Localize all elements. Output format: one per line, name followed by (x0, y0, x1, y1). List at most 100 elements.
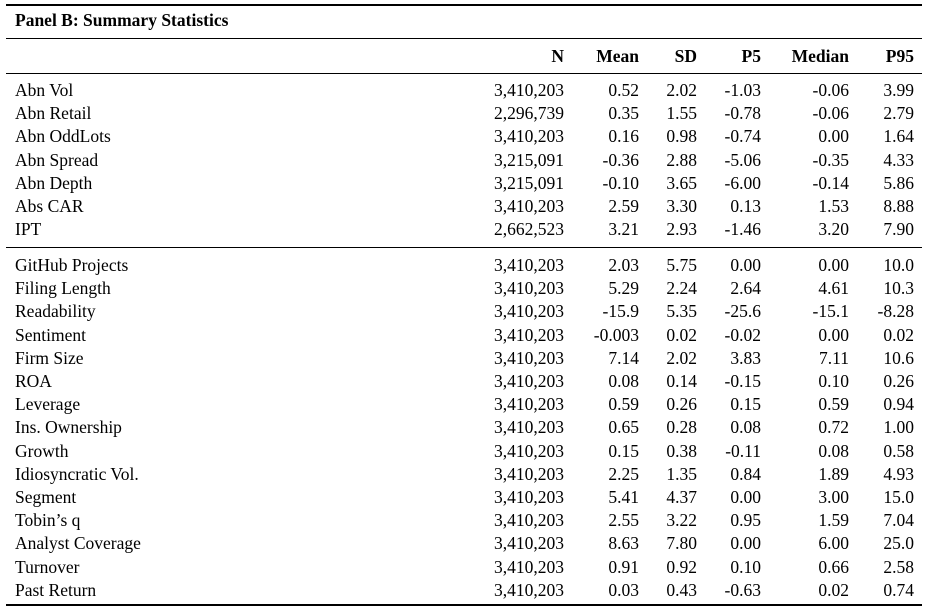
table-row: Abn Vol 3,410,203 0.52 2.02 -1.03 -0.06 3.99 (0, 79, 929, 102)
cell-p95: 7.04 (883, 510, 914, 531)
cell-p95: 0.94 (883, 394, 914, 415)
cell-mean: 0.08 (608, 371, 639, 391)
group-separator-rule (6, 247, 922, 248)
cell-p5: 0.13 (730, 196, 761, 216)
cell-p5: -0.11 (725, 440, 761, 461)
table-row: Ins. Ownership 3,410,203 0.65 0.28 0.08 0.72 1… (0, 416, 929, 439)
cell-sd: 0.38 (666, 440, 697, 461)
table-row: GitHub Projects 3,410,203 2.03 5.75 0.00 0.00… (0, 254, 929, 277)
cell-p95: 10.0 (883, 255, 914, 275)
cell-n: 3,410,203 (494, 324, 564, 345)
cell-mean: 2.25 (608, 463, 639, 484)
table-row: Past Return 3,410,203 0.03 0.43 -0.63 0.02 0.7… (0, 579, 929, 602)
row-label: Filing Length (15, 278, 111, 299)
cell-median: -0.35 (812, 149, 849, 170)
table-row: Abn Retail 2,296,739 0.35 1.55 -0.78 -0.06 2.7… (0, 102, 929, 125)
cell-median: 4.61 (818, 278, 849, 299)
cell-mean: 5.29 (608, 278, 639, 299)
table-row: Abn Spread 3,215,091 -0.36 2.88 -5.06 -0.35 4.… (0, 149, 929, 172)
row-label: Abn Retail (15, 103, 92, 124)
cell-median: -15.1 (812, 301, 849, 322)
cell-sd: 3.22 (666, 510, 697, 531)
cell-n: 3,410,203 (494, 80, 564, 100)
cell-median: 0.02 (818, 579, 849, 600)
row-label: ROA (15, 371, 52, 391)
cell-mean: 0.03 (608, 579, 639, 600)
cell-mean: 0.35 (608, 103, 639, 124)
cell-p95: 4.93 (883, 463, 914, 484)
cell-median: 0.00 (818, 126, 849, 147)
cell-sd: 0.28 (666, 417, 697, 438)
cell-sd: 0.92 (666, 556, 697, 577)
cell-p95: 4.33 (883, 149, 914, 170)
cell-p5: -6.00 (724, 172, 761, 193)
table-row: Leverage 3,410,203 0.59 0.26 0.15 0.59 0.94 (0, 393, 929, 416)
row-label: Turnover (15, 556, 80, 577)
cell-median: 3.00 (818, 487, 849, 507)
header-p95: P95 (885, 46, 914, 66)
cell-mean: 0.15 (608, 440, 639, 461)
cell-median: 0.00 (818, 324, 849, 345)
table-row: Abn Depth 3,215,091 -0.10 3.65 -6.00 -0.14 5.8… (0, 172, 929, 195)
cell-n: 3,410,203 (494, 255, 564, 275)
cell-mean: 7.14 (608, 347, 639, 368)
row-label: Firm Size (15, 347, 84, 368)
table-row: Readability 3,410,203 -15.9 5.35 -25.6 -15.1 -… (0, 300, 929, 323)
row-label: Tobin’s q (15, 510, 81, 531)
cell-p95: 0.02 (883, 324, 914, 345)
cell-p5: 0.00 (730, 533, 761, 554)
cell-median: 1.89 (818, 463, 849, 484)
row-label: Ins. Ownership (15, 417, 122, 438)
row-label: Segment (15, 487, 77, 507)
row-label: IPT (15, 219, 42, 240)
cell-p5: -0.63 (724, 579, 761, 600)
cell-median: 3.20 (818, 219, 849, 240)
cell-mean: 0.52 (608, 80, 639, 100)
cell-sd: 2.02 (666, 80, 697, 100)
row-label: Abn Vol (15, 80, 74, 100)
table-row: Abn OddLots 3,410,203 0.16 0.98 -0.74 0.00 1.6… (0, 125, 929, 148)
cell-p95: 8.88 (883, 196, 914, 216)
cell-n: 3,410,203 (494, 440, 564, 461)
cell-p95: 1.00 (883, 417, 914, 438)
cell-n: 2,662,523 (494, 219, 564, 240)
cell-p5: 0.84 (730, 463, 761, 484)
cell-mean: 5.41 (608, 487, 639, 507)
cell-median: 0.10 (818, 371, 849, 391)
cell-mean: 0.59 (608, 394, 639, 415)
table-row: Filing Length 3,410,203 5.29 2.24 2.64 4.61 10… (0, 277, 929, 300)
table-row: Tobin’s q 3,410,203 2.55 3.22 0.95 1.59 7.04 (0, 509, 929, 532)
cell-p5: 0.95 (730, 510, 761, 531)
cell-median: -0.06 (812, 103, 849, 124)
cell-sd: 5.75 (666, 255, 697, 275)
cell-median: 0.66 (818, 556, 849, 577)
cell-sd: 0.43 (666, 579, 697, 600)
cell-mean: 3.21 (608, 219, 639, 240)
table-row: ROA 3,410,203 0.08 0.14 -0.15 0.10 0.26 (0, 370, 929, 393)
cell-sd: 0.02 (666, 324, 697, 345)
cell-p5: 0.08 (730, 417, 761, 438)
cell-sd: 0.26 (666, 394, 697, 415)
row-label: Growth (15, 440, 69, 461)
cell-n: 3,215,091 (494, 149, 564, 170)
cell-sd: 1.35 (666, 463, 697, 484)
cell-p95: 1.64 (883, 126, 914, 147)
row-label: Readability (15, 301, 96, 322)
cell-p95: 15.0 (883, 487, 914, 507)
caption-rule (6, 38, 922, 39)
cell-n: 3,410,203 (494, 417, 564, 438)
row-label: Analyst Coverage (15, 533, 141, 554)
cell-n: 3,410,203 (494, 126, 564, 147)
cell-sd: 2.24 (666, 278, 697, 299)
cell-mean: -15.9 (602, 301, 639, 322)
cell-n: 3,410,203 (494, 196, 564, 216)
cell-mean: -0.003 (593, 324, 639, 345)
cell-median: 0.72 (818, 417, 849, 438)
row-label: Abn Spread (15, 149, 99, 170)
cell-p95: 2.79 (883, 103, 914, 124)
cell-median: 0.08 (818, 440, 849, 461)
cell-p95: 3.99 (883, 80, 914, 100)
row-label: GitHub Projects (15, 255, 129, 275)
cell-median: 0.59 (818, 394, 849, 415)
cell-p95: 10.6 (883, 347, 914, 368)
